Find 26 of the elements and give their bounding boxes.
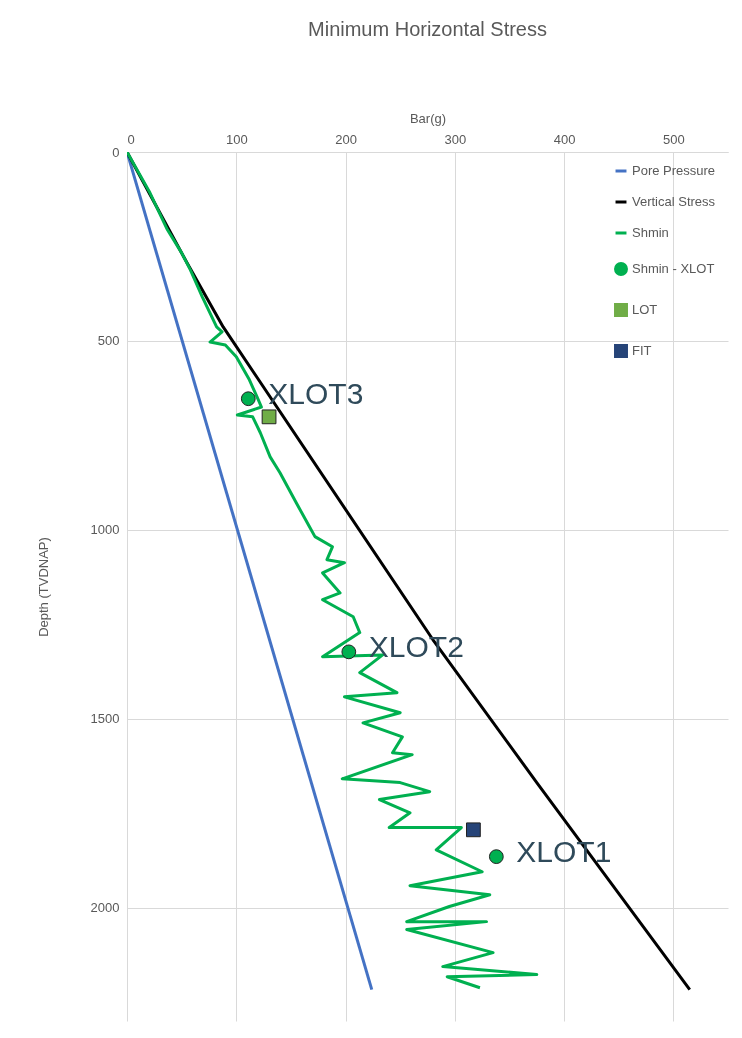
x-tick-label: 400 <box>553 131 576 147</box>
point <box>261 409 277 425</box>
y-tick-label: 2000 <box>90 900 120 916</box>
point <box>341 644 357 660</box>
annotation: XLOT3 <box>268 376 364 410</box>
point <box>240 391 256 407</box>
x-tick-label: 100 <box>225 131 248 147</box>
legend-label: LOT <box>632 302 658 317</box>
x-tick-label: 200 <box>335 131 357 147</box>
point <box>466 822 481 838</box>
legend-label: Shmin <box>632 225 669 240</box>
x-tick-label: 0 <box>127 131 135 147</box>
y-tick-label: 0 <box>112 144 120 160</box>
legend-label: Vertical Stress <box>632 194 716 209</box>
y-tick-label: 1000 <box>90 522 120 538</box>
legend-label: FIT <box>632 343 652 358</box>
x-tick-label: 500 <box>663 131 685 147</box>
legend-label: Pore Pressure <box>632 163 716 178</box>
y-tick-label: 500 <box>97 333 120 349</box>
x-axis-title: Bar(g) <box>409 110 447 126</box>
x-tick-label: 300 <box>444 131 467 147</box>
chart-title: Minimum Horizontal Stress <box>308 18 547 40</box>
y-tick-label: 1500 <box>90 711 120 727</box>
point <box>488 849 504 865</box>
legend-label: Shmin - XLOT <box>632 261 715 276</box>
y-axis-title: Depth (TVDNAP) <box>35 537 51 637</box>
